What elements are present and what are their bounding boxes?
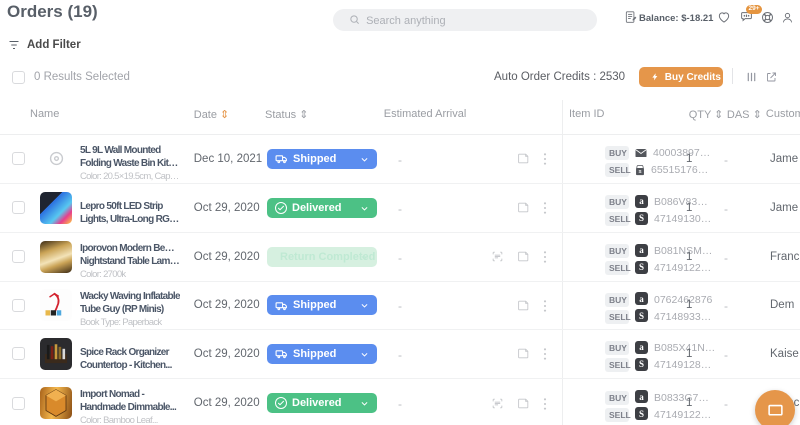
svg-text:S: S: [638, 169, 641, 174]
